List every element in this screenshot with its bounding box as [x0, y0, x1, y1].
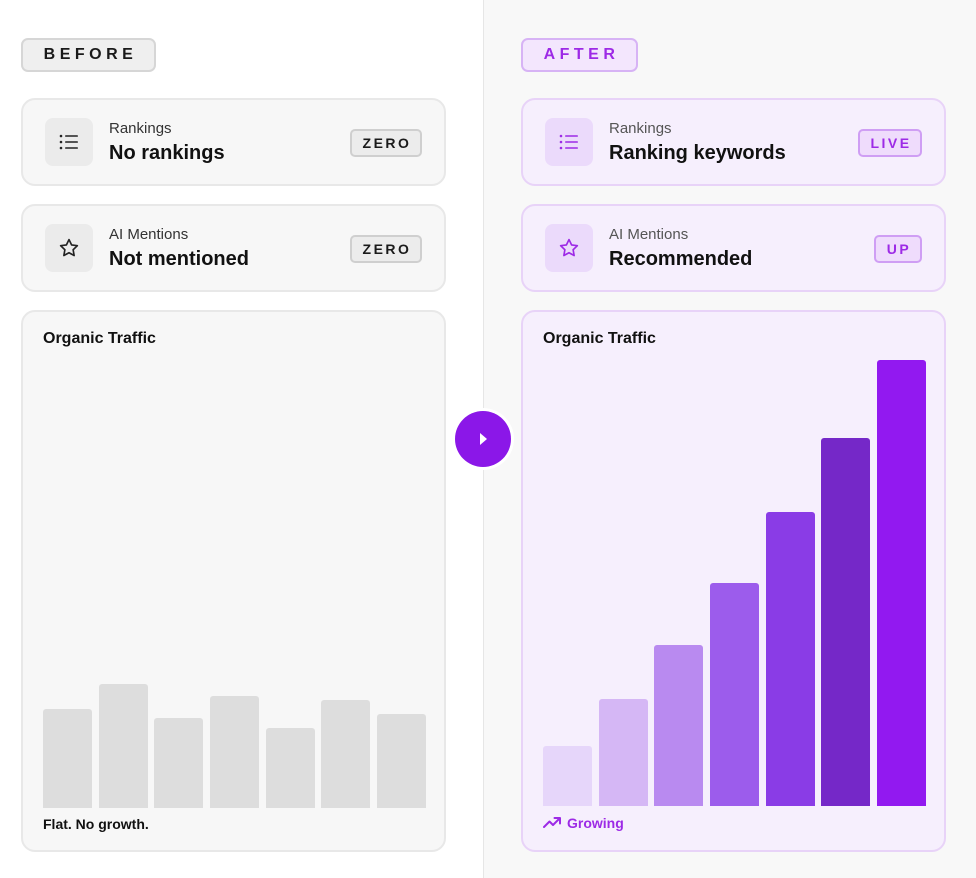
status-badge: ZERO	[350, 129, 422, 157]
status-badge: ZERO	[350, 235, 422, 263]
traffic-bar	[765, 511, 815, 806]
list-icon	[545, 118, 593, 166]
card-value: Recommended	[609, 248, 753, 270]
card-subtitle: Rankings	[609, 120, 672, 137]
traffic-chart-before	[43, 670, 426, 808]
status-badge: LIVE	[858, 129, 922, 157]
compare-arrow-button	[452, 408, 514, 470]
card-subtitle: Rankings	[109, 120, 172, 137]
traffic-bar	[654, 645, 704, 806]
after-tag: AFTER	[521, 38, 638, 72]
traffic-caption-text: Growing	[567, 815, 624, 831]
traffic-bar	[209, 696, 260, 808]
star-icon	[545, 224, 593, 272]
traffic-bar	[376, 714, 426, 808]
traffic-bar	[543, 745, 593, 806]
traffic-bar	[321, 700, 371, 808]
traffic-caption: Growing	[543, 815, 624, 831]
traffic-bar	[709, 583, 760, 806]
list-icon	[45, 118, 93, 166]
traffic-bar	[821, 438, 871, 806]
traffic-bar	[154, 718, 204, 808]
traffic-bar	[265, 727, 315, 808]
traffic-bar	[98, 683, 148, 808]
card-subtitle: AI Mentions	[109, 226, 189, 243]
after-panel: AFTER Rankings Ranking keywords LIVE AI …	[483, 0, 976, 878]
before-panel: BEFORE Rankings No rankings ZERO AI Ment…	[0, 0, 483, 878]
rankings-card-before: Rankings No rankings ZERO	[21, 98, 446, 186]
traffic-bar	[43, 708, 93, 808]
traffic-chart-after	[543, 360, 926, 806]
star-icon	[45, 224, 93, 272]
card-value: Not mentioned	[109, 248, 249, 270]
trend-up-icon	[543, 815, 561, 831]
traffic-title: Organic Traffic	[543, 330, 656, 347]
card-subtitle: AI Mentions	[609, 226, 689, 243]
organic-traffic-card-after: Organic Traffic Growing	[521, 310, 946, 852]
ai-mentions-card-before: AI Mentions Not mentioned ZERO	[21, 204, 446, 292]
status-badge: UP	[874, 235, 922, 263]
card-value: Ranking keywords	[609, 142, 786, 164]
play-arrow-icon	[455, 411, 511, 467]
traffic-caption: Flat. No growth.	[43, 816, 149, 832]
before-tag: BEFORE	[21, 38, 156, 72]
rankings-card-after: Rankings Ranking keywords LIVE	[521, 98, 946, 186]
traffic-bar	[876, 360, 926, 806]
organic-traffic-card-before: Organic Traffic Flat. No growth.	[21, 310, 446, 852]
traffic-title: Organic Traffic	[43, 330, 156, 347]
card-value: No rankings	[109, 142, 225, 164]
ai-mentions-card-after: AI Mentions Recommended UP	[521, 204, 946, 292]
traffic-bar	[598, 698, 648, 806]
